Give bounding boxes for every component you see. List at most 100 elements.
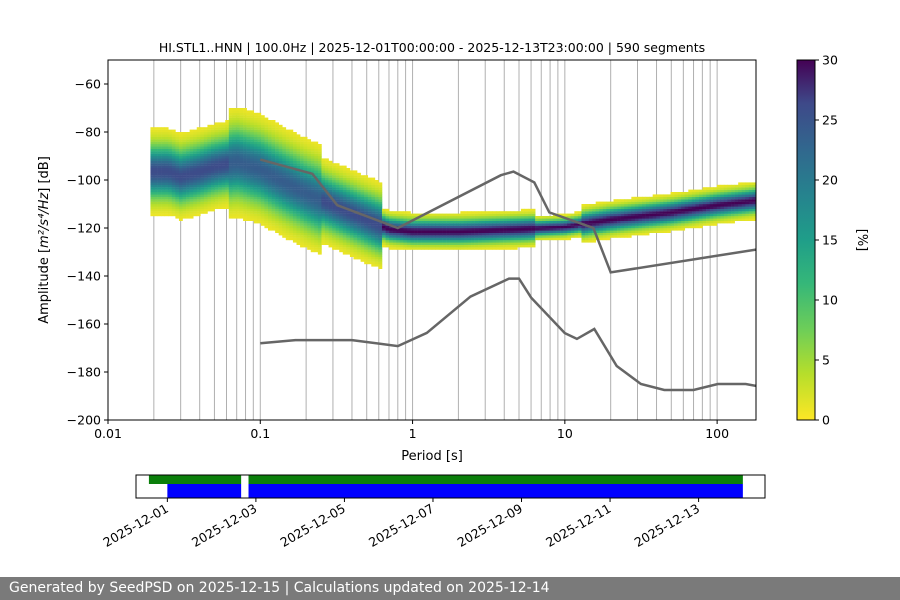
density-cell bbox=[275, 124, 279, 128]
density-cell bbox=[225, 170, 230, 173]
density-cell bbox=[157, 153, 162, 157]
density-cell bbox=[218, 122, 222, 125]
density-cell bbox=[371, 254, 376, 257]
density-cell bbox=[513, 244, 518, 248]
density-cell bbox=[314, 165, 319, 169]
density-cell bbox=[442, 230, 447, 233]
density-cell bbox=[203, 187, 208, 190]
density-cell bbox=[221, 187, 226, 190]
density-cell bbox=[271, 189, 276, 193]
density-cell bbox=[403, 216, 408, 219]
density-cell bbox=[613, 220, 618, 224]
density-cell bbox=[517, 232, 522, 236]
density-cell bbox=[264, 206, 269, 209]
density-cell bbox=[410, 244, 415, 248]
density-cell bbox=[164, 177, 169, 181]
density-cell bbox=[243, 153, 247, 157]
density-cell bbox=[260, 156, 265, 159]
density-cell bbox=[438, 235, 443, 238]
density-cell bbox=[656, 201, 661, 205]
density-cell bbox=[207, 148, 212, 152]
density-cell bbox=[264, 208, 269, 212]
density-cell bbox=[203, 148, 208, 152]
density-cell bbox=[232, 180, 237, 183]
density-cell bbox=[257, 172, 262, 176]
density-cell bbox=[642, 218, 646, 221]
density-cell bbox=[620, 235, 625, 238]
density-cell bbox=[175, 184, 180, 188]
density-cell bbox=[193, 194, 198, 197]
density-cell bbox=[307, 153, 312, 157]
density-cell bbox=[652, 204, 657, 207]
density-cell bbox=[349, 199, 354, 202]
density-cell bbox=[396, 228, 401, 231]
x-tick-label: 0.01 bbox=[94, 426, 122, 441]
density-cell bbox=[748, 201, 753, 205]
density-cell bbox=[702, 199, 707, 202]
density-cell bbox=[403, 237, 408, 241]
density-cell bbox=[399, 220, 404, 224]
density-cell bbox=[396, 237, 401, 241]
density-cell bbox=[221, 172, 226, 176]
density-cell bbox=[471, 235, 475, 238]
density-cell bbox=[221, 122, 226, 125]
density-cell bbox=[346, 232, 351, 236]
density-cell bbox=[271, 228, 276, 231]
density-cell bbox=[285, 184, 290, 188]
density-cell bbox=[196, 163, 201, 166]
density-cell bbox=[374, 194, 379, 197]
density-cell bbox=[346, 204, 351, 207]
density-cell bbox=[300, 177, 304, 181]
density-cell bbox=[203, 136, 208, 140]
density-cell bbox=[250, 153, 255, 157]
density-cell bbox=[695, 211, 700, 214]
density-cell bbox=[666, 218, 671, 221]
density-cell bbox=[467, 223, 472, 226]
density-cell bbox=[282, 172, 287, 176]
density-cell bbox=[353, 237, 358, 241]
density-cell bbox=[353, 228, 358, 231]
density-cell bbox=[581, 235, 586, 238]
density-cell bbox=[218, 204, 222, 207]
density-cell bbox=[695, 194, 700, 197]
density-cell bbox=[228, 110, 233, 113]
density-cell bbox=[303, 237, 308, 241]
density-cell bbox=[681, 206, 686, 209]
density-cell bbox=[588, 240, 593, 243]
density-cell bbox=[285, 163, 290, 166]
density-cell bbox=[171, 156, 176, 159]
density-cell bbox=[203, 127, 208, 130]
density-cell bbox=[332, 182, 336, 185]
density-cell bbox=[310, 216, 315, 219]
density-cell bbox=[186, 201, 190, 205]
density-cell bbox=[214, 127, 219, 130]
density-cell bbox=[171, 194, 176, 197]
density-cell bbox=[456, 247, 461, 250]
density-cell bbox=[335, 199, 340, 202]
density-cell bbox=[353, 196, 358, 200]
density-cell bbox=[264, 220, 269, 224]
density-cell bbox=[168, 170, 173, 173]
density-cell bbox=[253, 156, 258, 159]
density-cell bbox=[371, 249, 376, 253]
density-cell bbox=[307, 189, 312, 193]
density-cell bbox=[189, 180, 194, 183]
density-cell bbox=[232, 211, 237, 214]
density-cell bbox=[381, 216, 386, 219]
density-cell bbox=[410, 235, 415, 238]
density-cell bbox=[232, 153, 237, 157]
density-cell bbox=[207, 208, 212, 212]
density-cell bbox=[357, 220, 361, 224]
density-cell bbox=[517, 211, 522, 214]
density-cell bbox=[221, 168, 226, 171]
density-cell bbox=[446, 235, 450, 238]
density-cell bbox=[474, 220, 479, 224]
density-cell bbox=[235, 196, 240, 200]
density-cell bbox=[748, 206, 753, 209]
density-cell bbox=[182, 182, 187, 185]
density-cell bbox=[709, 199, 714, 202]
density-cell bbox=[392, 237, 397, 241]
density-cell bbox=[488, 211, 493, 214]
density-cell bbox=[267, 148, 272, 152]
density-cell bbox=[314, 148, 319, 152]
